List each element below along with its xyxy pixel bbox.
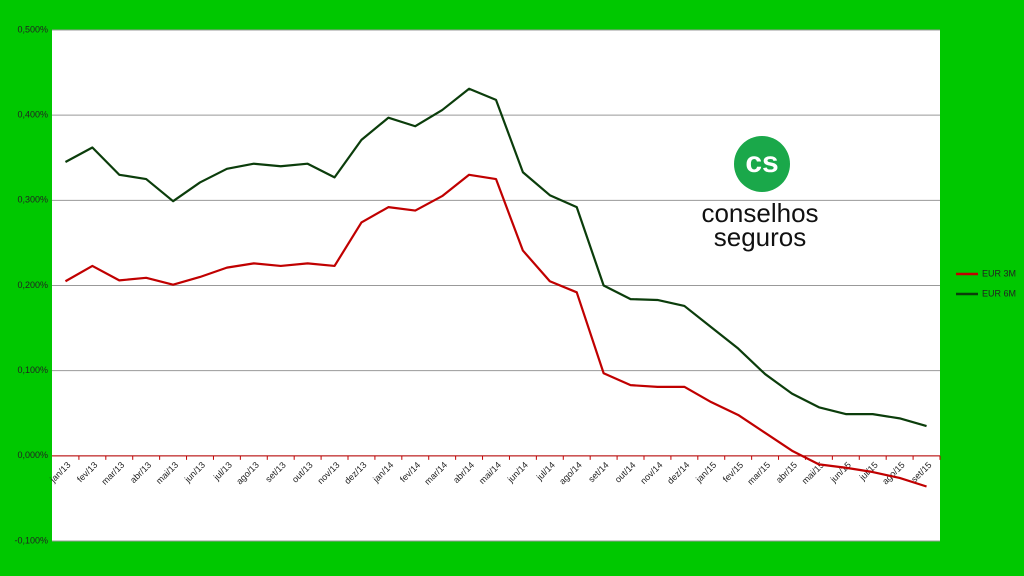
y-tick-label: -0,100% <box>14 535 48 545</box>
logo-mark: cs <box>745 146 778 179</box>
y-tick-label: 0,200% <box>17 280 48 290</box>
legend-label: EUR 6M <box>982 288 1016 298</box>
series-line <box>64 173 927 488</box>
y-tick-label: 0,100% <box>17 365 48 375</box>
logo-text: conselhos <box>701 198 818 228</box>
y-tick-label: 0,000% <box>17 450 48 460</box>
legend-label: EUR 3M <box>982 268 1016 278</box>
logo: cs conselhos seguros <box>701 136 819 252</box>
y-tick-label: 0,300% <box>17 195 48 205</box>
logo-icon <box>734 136 790 192</box>
y-tick-label: 0,400% <box>17 110 48 120</box>
y-tick-label: 0,500% <box>17 24 48 34</box>
series-line <box>64 87 927 428</box>
logo-text: seguros <box>714 222 807 252</box>
